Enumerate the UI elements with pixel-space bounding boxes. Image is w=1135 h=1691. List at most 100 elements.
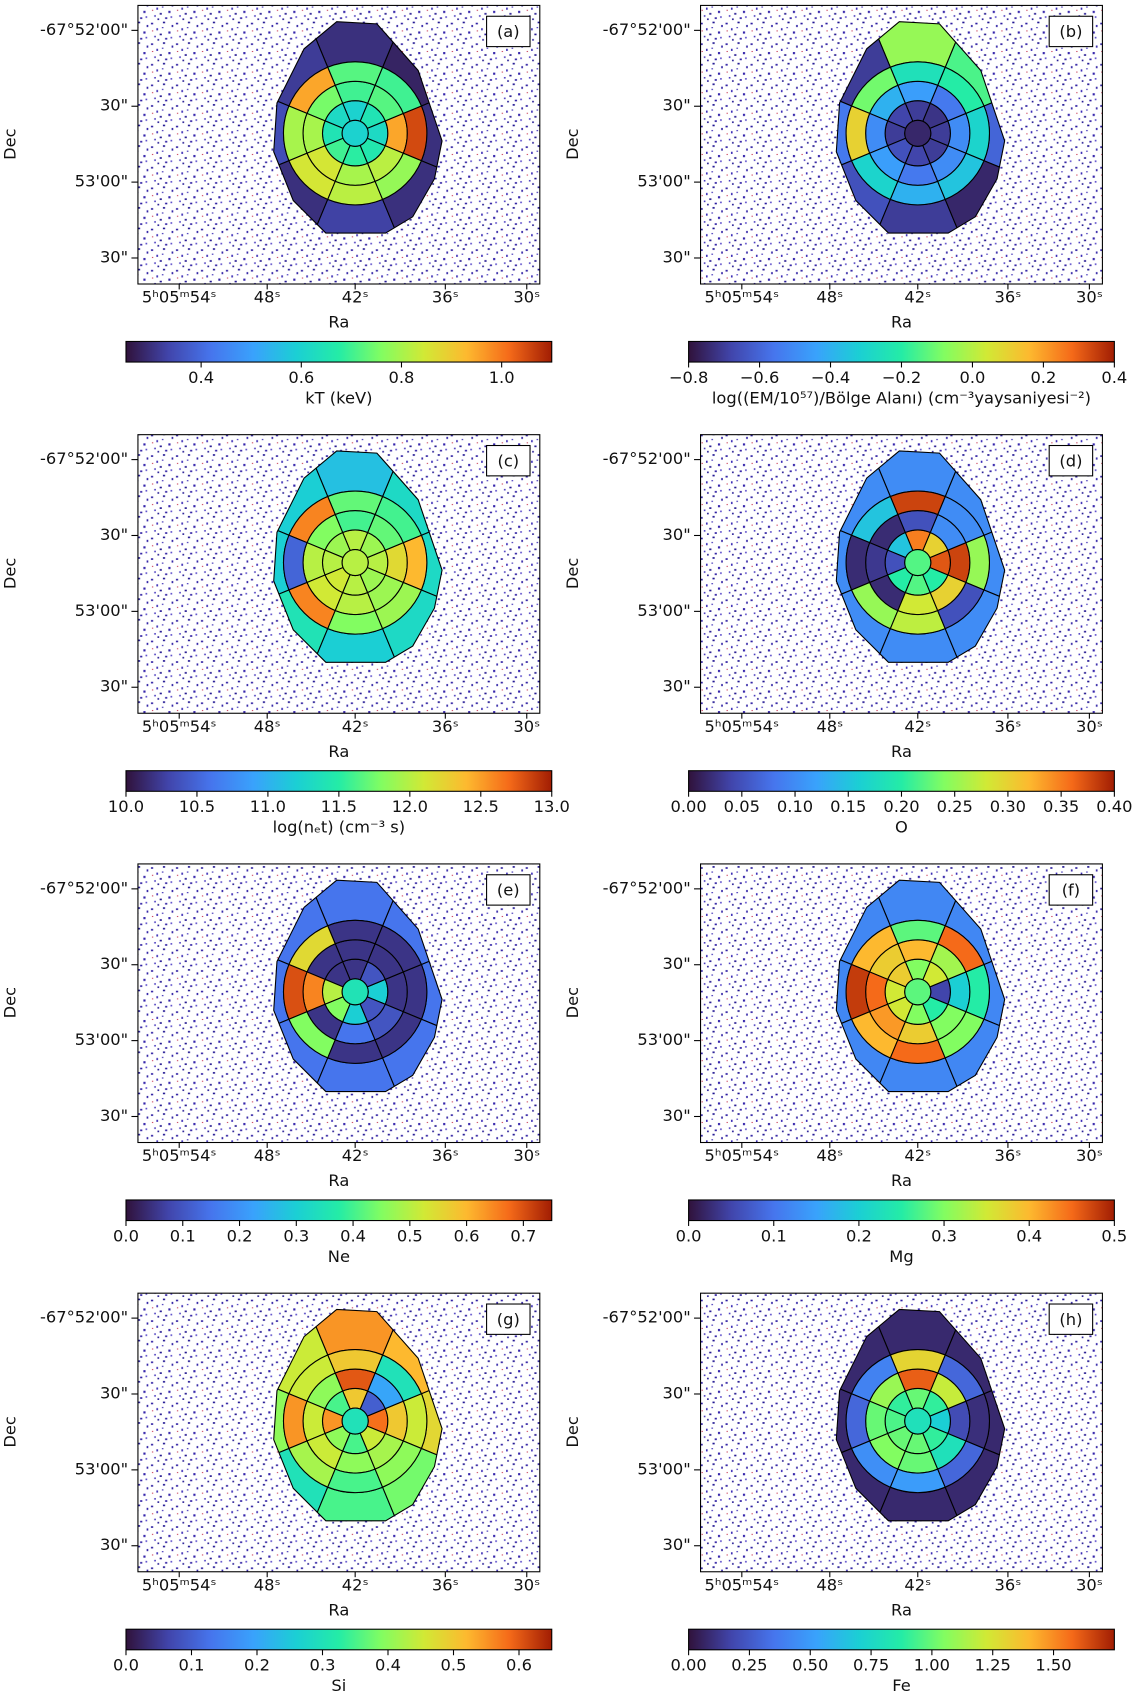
colorbar-tick-label: 0.2 — [1030, 368, 1056, 387]
panel-label: (f) — [1062, 881, 1080, 900]
x-tick-label: 48ˢ — [254, 1575, 281, 1594]
x-tick-label: 36ˢ — [432, 288, 459, 307]
colorbar-tick-label: 0.0 — [959, 368, 985, 387]
x-tick-label: 36ˢ — [432, 717, 459, 736]
colorbar-tick-label: 0.0 — [676, 1226, 702, 1245]
panel-label: (b) — [1059, 22, 1082, 41]
y-tick-label: -67°52'00" — [40, 878, 128, 897]
colorbar-label: log(nₑt) (cm⁻³ s) — [273, 818, 405, 837]
x-tick-label: 30ˢ — [513, 1575, 540, 1594]
y-axis-label: Dec — [0, 128, 19, 159]
colorbar-tick-label: −0.4 — [811, 368, 851, 387]
colorbar-tick-label: 0.25 — [731, 1656, 767, 1675]
x-axis-label: Ra — [328, 1171, 349, 1190]
x-axis-label: Ra — [891, 742, 912, 761]
colorbar-tick-label: 0.0 — [113, 1226, 139, 1245]
x-tick-label: 36ˢ — [995, 1575, 1022, 1594]
colorbar-label: Fe — [892, 1676, 911, 1691]
x-tick-label: 36ˢ — [432, 1575, 459, 1594]
x-tick-label: 30ˢ — [1076, 1146, 1103, 1165]
center-region — [342, 120, 368, 146]
colorbar-tick-label: 10.0 — [108, 797, 144, 816]
colorbar-tick-label: 0.75 — [853, 1656, 889, 1675]
colorbar-tick-label: 0.4 — [188, 368, 214, 387]
y-tick-label: -67°52'00" — [603, 1308, 691, 1327]
panel-label: (a) — [497, 22, 520, 41]
y-axis-label: Dec — [0, 1416, 19, 1447]
x-tick-label: 48ˢ — [816, 1146, 843, 1165]
x-tick-label: 5ʰ05ᵐ54ˢ — [142, 288, 217, 307]
y-tick-label: 30" — [663, 96, 691, 115]
y-tick-label: 30" — [100, 525, 128, 544]
y-tick-label: 30" — [663, 525, 691, 544]
colorbar — [126, 771, 552, 792]
colorbar — [126, 341, 552, 362]
colorbar-tick-label: −0.2 — [882, 368, 922, 387]
colorbar-tick-label: 1.25 — [975, 1656, 1011, 1675]
colorbar-tick-label: 0.5 — [397, 1226, 423, 1245]
x-tick-label: 42ˢ — [342, 717, 369, 736]
colorbar-tick-label: 0.3 — [931, 1226, 957, 1245]
x-tick-label: 5ʰ05ᵐ54ˢ — [705, 1146, 780, 1165]
colorbar-tick-label: 0.2 — [846, 1226, 872, 1245]
x-tick-label: 36ˢ — [995, 717, 1022, 736]
x-tick-label: 48ˢ — [816, 1575, 843, 1594]
center-region — [905, 979, 931, 1005]
colorbar-tick-label: 12.0 — [392, 797, 428, 816]
x-tick-label: 5ʰ05ᵐ54ˢ — [705, 717, 780, 736]
y-tick-label: -67°52'00" — [603, 20, 691, 39]
colorbar-tick-label: 0.4 — [340, 1226, 366, 1245]
colorbar-tick-label: 0.50 — [792, 1656, 828, 1675]
x-tick-label: 5ʰ05ᵐ54ˢ — [705, 1575, 780, 1594]
y-tick-label: 30" — [663, 1535, 691, 1554]
y-axis-label: Dec — [563, 558, 582, 589]
colorbar-tick-label: 0.4 — [1101, 368, 1127, 387]
x-tick-label: 5ʰ05ᵐ54ˢ — [142, 1146, 217, 1165]
colorbar-tick-label: 0.5 — [1101, 1226, 1127, 1245]
colorbar-label: log((EM/10⁵⁷)/Bölge Alanı) (cm⁻³yaysaniy… — [712, 388, 1091, 407]
colorbar-tick-label: 0.5 — [441, 1656, 467, 1675]
y-tick-label: 53'00" — [75, 172, 128, 191]
y-tick-label: 30" — [100, 677, 128, 696]
center-region — [342, 979, 368, 1005]
x-tick-label: 30ˢ — [1076, 717, 1103, 736]
colorbar-tick-label: 11.5 — [321, 797, 357, 816]
colorbar — [689, 341, 1115, 362]
colorbar-tick-label: 0.30 — [990, 797, 1026, 816]
colorbar-tick-label: 11.0 — [250, 797, 286, 816]
y-tick-label: 53'00" — [637, 1030, 690, 1049]
colorbar-tick-label: 10.5 — [179, 797, 215, 816]
colorbar-tick-label: 0.4 — [1016, 1226, 1042, 1245]
colorbar-tick-label: 0.25 — [937, 797, 973, 816]
x-tick-label: 42ˢ — [904, 1146, 931, 1165]
y-tick-label: 53'00" — [637, 601, 690, 620]
colorbar-tick-label: 0.6 — [454, 1226, 480, 1245]
colorbar — [689, 1200, 1115, 1221]
y-tick-label: 30" — [663, 954, 691, 973]
y-tick-label: 53'00" — [75, 1030, 128, 1049]
y-tick-label: 30" — [100, 954, 128, 973]
x-tick-label: 42ˢ — [342, 1146, 369, 1165]
panel: (g)-67°52'00"30"53'00"30"5ʰ05ᵐ54ˢ48ˢ42ˢ3… — [0, 1183, 594, 1691]
panel-label: (e) — [497, 881, 520, 900]
y-tick-label: 30" — [663, 1106, 691, 1125]
panel: (f) -67°52'00" 30" 53'00" 30" 5ʰ05ᵐ54ˢ 48ˢ 42ˢ 3… — [563, 753, 1135, 1266]
colorbar-tick-label: −0.8 — [669, 368, 709, 387]
x-tick-label: 42ˢ — [904, 288, 931, 307]
colorbar-label: Si — [331, 1676, 346, 1691]
y-tick-label: -67°52'00" — [40, 20, 128, 39]
colorbar-tick-label: 0.05 — [724, 797, 760, 816]
y-tick-label: 30" — [100, 1384, 128, 1403]
x-tick-label: 30ˢ — [513, 717, 540, 736]
colorbar-tick-label: 0.20 — [883, 797, 919, 816]
y-tick-label: -67°52'00" — [603, 449, 691, 468]
y-tick-label: -67°52'00" — [603, 878, 691, 897]
colorbar — [126, 1200, 552, 1221]
y-tick-label: 53'00" — [637, 1459, 690, 1478]
colorbar-tick-label: 12.5 — [463, 797, 499, 816]
figure: (a) -67°52'00" 30" 53'00" 30" 5ʰ05ᵐ54ˢ 48ˢ 42ˢ 3… — [0, 0, 1135, 1691]
y-axis-label: Dec — [0, 987, 19, 1018]
colorbar-tick-label: 0.35 — [1043, 797, 1079, 816]
colorbar-tick-label: 0.6 — [506, 1656, 532, 1675]
